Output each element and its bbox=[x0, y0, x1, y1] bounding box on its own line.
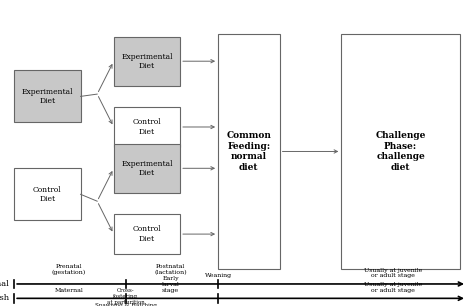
Text: Control
Diet: Control Diet bbox=[33, 186, 62, 203]
FancyBboxPatch shape bbox=[14, 168, 81, 220]
Text: Weaning: Weaning bbox=[204, 274, 232, 278]
Text: Early
larval
stage: Early larval stage bbox=[162, 276, 180, 293]
FancyBboxPatch shape bbox=[114, 144, 180, 193]
Text: Usually at juvenile
or adult stage: Usually at juvenile or adult stage bbox=[365, 268, 422, 278]
Text: Control
Diet: Control Diet bbox=[133, 226, 161, 243]
Text: Experimental
Diet: Experimental Diet bbox=[22, 88, 73, 105]
Text: Mammal: Mammal bbox=[0, 280, 9, 288]
Text: Experimental
Diet: Experimental Diet bbox=[121, 53, 173, 70]
FancyBboxPatch shape bbox=[341, 34, 460, 269]
Text: Postnatal
(lactation): Postnatal (lactation) bbox=[155, 264, 187, 275]
Text: Cross-
fostering
at parturition: Cross- fostering at parturition bbox=[107, 288, 145, 305]
FancyBboxPatch shape bbox=[114, 214, 180, 254]
Text: Experimental
Diet: Experimental Diet bbox=[121, 160, 173, 177]
Text: Spawning & Hatching
& Onset of
exogenous feeding: Spawning & Hatching & Onset of exogenous… bbox=[95, 303, 156, 306]
Text: Prenatal
(gestation): Prenatal (gestation) bbox=[52, 264, 86, 275]
Text: Challenge
Phase:
challenge
diet: Challenge Phase: challenge diet bbox=[375, 131, 426, 172]
Text: Maternal: Maternal bbox=[55, 288, 83, 293]
Text: Control
Diet: Control Diet bbox=[133, 118, 161, 136]
FancyBboxPatch shape bbox=[114, 107, 180, 147]
FancyBboxPatch shape bbox=[14, 70, 81, 122]
Text: Common
Feeding:
normal
diet: Common Feeding: normal diet bbox=[227, 131, 271, 172]
FancyBboxPatch shape bbox=[218, 34, 280, 269]
Text: Fish: Fish bbox=[0, 294, 9, 302]
Text: Usually at juvenile
or adult stage: Usually at juvenile or adult stage bbox=[365, 282, 422, 293]
FancyBboxPatch shape bbox=[114, 37, 180, 86]
